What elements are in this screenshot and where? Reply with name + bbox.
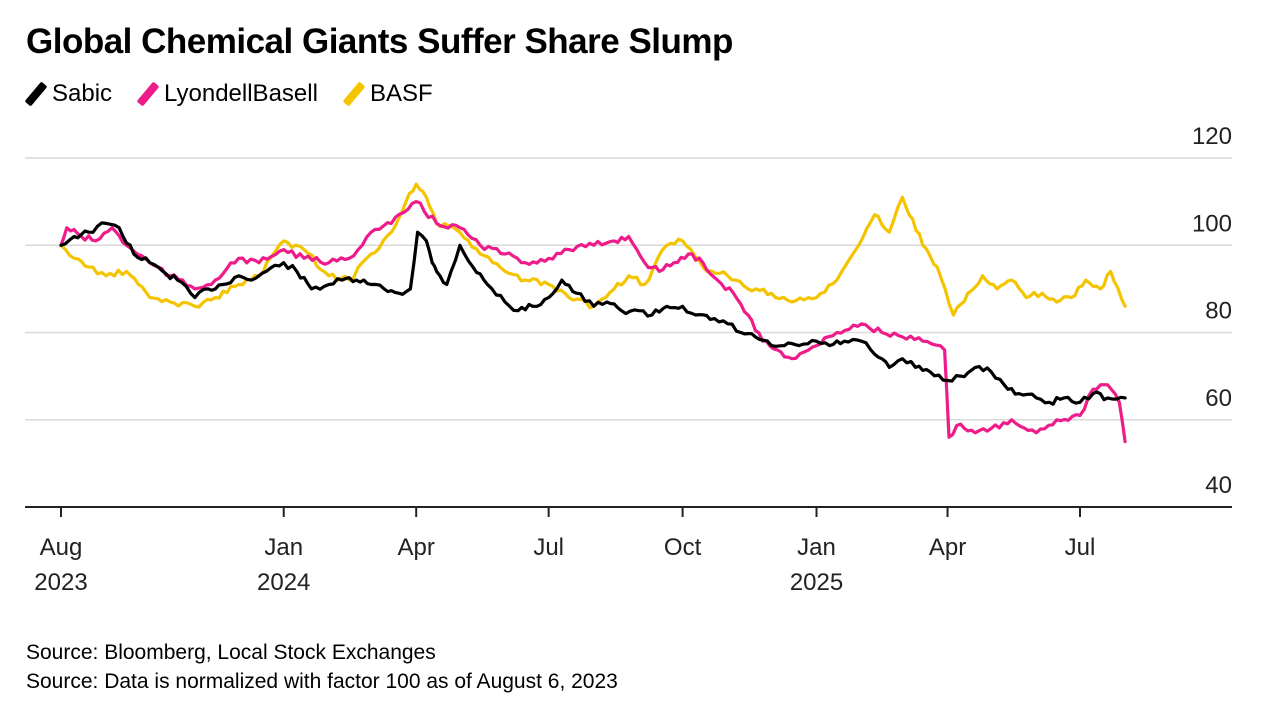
series-line-sabic xyxy=(59,221,1127,406)
legend-label-basf: BASF xyxy=(369,80,433,107)
x-tick-label-0: Aug xyxy=(40,534,83,561)
y-tick-label-80: 80 xyxy=(1205,298,1232,325)
series-line-lyondellbasell xyxy=(59,200,1127,444)
x-tick-label-4: Oct xyxy=(664,534,702,561)
x-tick-label-1: Jan xyxy=(264,534,303,561)
x-tick-label-7: Jul xyxy=(1065,534,1096,561)
legend-item-sabic: Sabic xyxy=(24,80,113,108)
y-tick-label-40: 40 xyxy=(1205,472,1232,499)
x-tick-label-5: Jan xyxy=(797,534,836,561)
normalization-note: Source: Data is normalized with factor 1… xyxy=(26,670,618,693)
legend-label-lyondellbasell: LyondellBasell xyxy=(164,80,318,107)
x-tick-label-2: Apr xyxy=(398,534,435,561)
y-tick-label-120: 120 xyxy=(1192,123,1232,150)
x-tick-label-3: Jul xyxy=(533,534,564,561)
series-line-basf xyxy=(59,182,1127,317)
x-tick-year-5: 2025 xyxy=(790,569,843,596)
x-tick-label-6: Apr xyxy=(929,534,966,561)
x-tick-year-0: 2023 xyxy=(34,569,87,596)
y-tick-label-60: 60 xyxy=(1205,385,1232,412)
y-tick-label-100: 100 xyxy=(1192,210,1232,237)
legend-item-basf: BASF xyxy=(342,80,433,108)
legend: Sabic LyondellBasell BASF xyxy=(24,80,459,108)
legend-item-lyondellbasell: LyondellBasell xyxy=(136,80,318,108)
legend-label-sabic: Sabic xyxy=(52,80,113,107)
x-tick-year-1: 2024 xyxy=(257,569,310,596)
chart-title: Global Chemical Giants Suffer Share Slum… xyxy=(26,22,733,61)
source-note: Source: Bloomberg, Local Stock Exchanges xyxy=(26,641,436,664)
